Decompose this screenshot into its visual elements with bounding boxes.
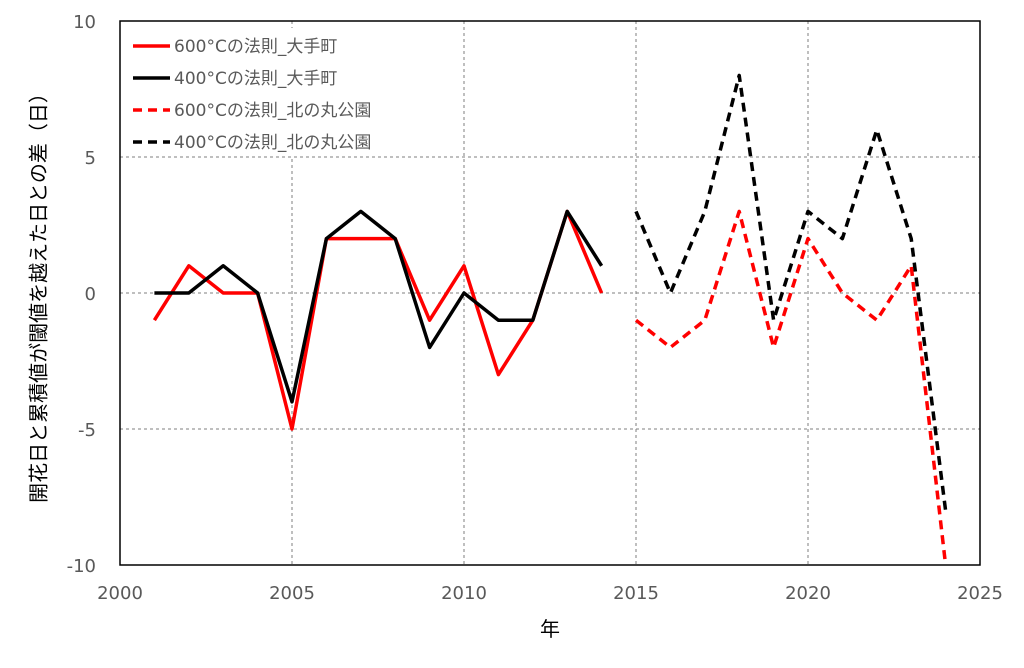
legend-label: 600°Cの法則_大手町 (174, 37, 337, 57)
legend-label: 600°Cの法則_北の丸公園 (174, 101, 371, 121)
legend-background (126, 28, 408, 156)
y-tick-label: 5 (85, 148, 96, 169)
series-lines (152, 73, 948, 565)
y-tick-label: 0 (85, 284, 96, 305)
y-tick-label: -10 (67, 556, 96, 577)
x-tick-label: 2010 (441, 583, 487, 604)
series-line-1 (152, 209, 604, 431)
plot-frame (119, 20, 981, 566)
legend: 600°Cの法則_大手町 400°Cの法則_大手町 600°Cの法則_北の丸公園 40… (126, 28, 408, 156)
tick-labels: 2000 2005 2010 2015 2020 2025 10 5 0 -5 -10 (67, 12, 1003, 604)
x-tick-label: 2000 (97, 583, 143, 604)
series-line-2 (154, 209, 604, 404)
x-axis-label: 年 (540, 617, 560, 641)
legend-label: 400°Cの法則_大手町 (174, 69, 337, 89)
series-line-4 (634, 73, 948, 511)
y-axis-label: 開花日と累積値が閾値を越えた日との差（日） (27, 83, 51, 503)
series-line-3 (634, 209, 948, 565)
y-tick-label: -5 (78, 420, 96, 441)
x-tick-label: 2025 (957, 583, 1003, 604)
x-tick-label: 2005 (269, 583, 315, 604)
x-tick-label: 2015 (613, 583, 659, 604)
x-tick-label: 2020 (785, 583, 831, 604)
y-tick-label: 10 (73, 12, 96, 33)
legend-label: 400°Cの法則_北の丸公園 (174, 133, 371, 153)
